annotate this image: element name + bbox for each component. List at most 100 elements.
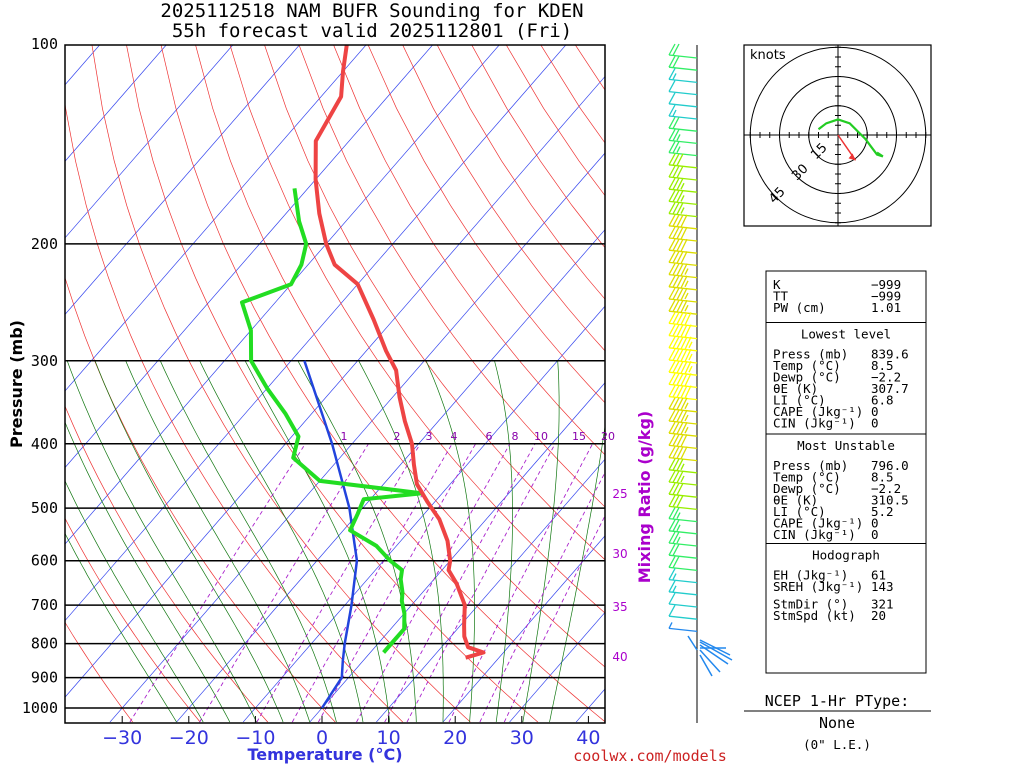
barb-flag <box>672 141 680 154</box>
theta-label: 30 <box>612 547 627 561</box>
barb-flag <box>672 275 680 288</box>
barb-flag <box>672 373 680 386</box>
barb-flag <box>676 202 684 215</box>
dry-adiabat <box>229 45 605 614</box>
barb-staff <box>668 578 698 584</box>
barb-flag <box>672 360 680 373</box>
barb-flag <box>676 434 684 447</box>
wind-barb <box>668 68 698 84</box>
barb-flag <box>668 129 676 141</box>
grid-lines <box>65 45 605 723</box>
barb-flag <box>680 275 688 289</box>
pressure-tick-label: 800 <box>31 635 58 653</box>
stat-label: PW (cm) <box>773 300 826 315</box>
barb-flag <box>676 409 684 423</box>
surface-wind-barb <box>699 654 713 677</box>
barb-staff <box>668 78 698 84</box>
pressure-tick-label: 200 <box>31 235 58 253</box>
moist-adiabat <box>125 360 311 723</box>
barb-flag <box>672 287 680 300</box>
barb-flag <box>672 470 680 483</box>
barb-flag <box>668 68 676 80</box>
barb-flag <box>676 397 684 410</box>
wind-barb <box>668 80 698 96</box>
theta-label: 35 <box>612 600 627 614</box>
barb-flag <box>676 373 684 386</box>
barb-flag <box>676 287 684 301</box>
barb-flag <box>672 263 680 276</box>
barb-flag <box>672 116 680 129</box>
stat-label: EH (Jkg⁻¹) <box>773 568 848 583</box>
wind-barb <box>668 92 698 108</box>
barb-half-flag <box>684 280 689 288</box>
barb-flag <box>668 190 676 202</box>
stat-value: 0 <box>871 404 879 419</box>
barb-half-flag <box>680 463 685 471</box>
mixing-ratio-label: 20 <box>601 430 615 443</box>
pressure-tick-label: 700 <box>31 596 58 614</box>
barb-flag <box>668 287 676 300</box>
stat-section-title: Hodograph <box>812 548 880 563</box>
barb-half-flag <box>676 512 681 519</box>
barb-flag <box>684 360 692 375</box>
barb-half-flag <box>688 365 693 373</box>
barb-flag <box>680 312 688 325</box>
title-line1: 2025112518 NAM BUFR Sounding for KDEN <box>160 0 583 22</box>
barb-flag <box>676 360 684 374</box>
dry-adiabat <box>195 45 605 668</box>
barb-flag <box>680 373 688 386</box>
barb-flag <box>672 519 680 532</box>
barb-flag <box>672 55 680 68</box>
stat-value: 8.5 <box>871 470 894 485</box>
barb-flag <box>672 238 680 251</box>
stat-value: 143 <box>871 579 894 594</box>
moist-adiabat <box>358 360 444 723</box>
temperature-tick-label: 10 <box>377 727 401 749</box>
stat-value: 61 <box>871 568 886 583</box>
barb-staff <box>668 591 698 596</box>
wind-barb <box>668 385 698 401</box>
wind-barb <box>668 495 698 511</box>
stat-label: θE (K) <box>773 493 818 508</box>
barb-flag <box>668 275 676 288</box>
barb-flag <box>680 360 688 374</box>
barb-staff <box>668 115 698 120</box>
wind-barb <box>668 263 698 279</box>
stat-value: 6.8 <box>871 393 894 408</box>
stat-label: Press (mb) <box>773 458 848 473</box>
barb-flag <box>680 421 688 435</box>
wind-barb <box>668 116 698 132</box>
moist-adiabat <box>199 360 364 723</box>
barb-flag <box>672 251 680 264</box>
dry-adiabat <box>91 45 471 723</box>
barb-flag <box>680 409 688 423</box>
isotherm-line <box>65 45 300 315</box>
stat-label: StmDir (°) <box>773 597 848 612</box>
barb-staff <box>668 627 698 633</box>
wind-barb <box>668 458 698 474</box>
barb-flag <box>680 397 688 411</box>
stats-table <box>765 270 927 674</box>
stat-value: −2.2 <box>871 370 901 385</box>
ptype-value: None <box>819 714 855 732</box>
barb-flag <box>680 434 688 447</box>
traces <box>240 45 486 709</box>
stat-value: −999 <box>871 289 901 304</box>
stat-label: Press (mb) <box>773 347 848 362</box>
dry-adiabat <box>65 276 336 723</box>
stat-value: 8.5 <box>871 358 894 373</box>
barb-flag <box>668 556 676 568</box>
stat-section-title: Lowest level <box>801 327 891 342</box>
pressure-tick-label: 1000 <box>22 699 58 717</box>
wind-barb <box>668 153 698 169</box>
stat-section-title: Most Unstable <box>797 438 895 453</box>
stat-value: −999 <box>871 277 901 292</box>
mixing-ratio-label: 15 <box>572 430 586 443</box>
isotherm-line <box>65 45 500 545</box>
dry-adiabat <box>126 45 539 723</box>
barb-flag <box>684 373 692 387</box>
pressure-tick-label: 300 <box>31 352 58 370</box>
surface-wind-barb <box>699 641 733 661</box>
wind-barb <box>668 592 698 608</box>
mixing-ratio-line <box>479 471 605 723</box>
